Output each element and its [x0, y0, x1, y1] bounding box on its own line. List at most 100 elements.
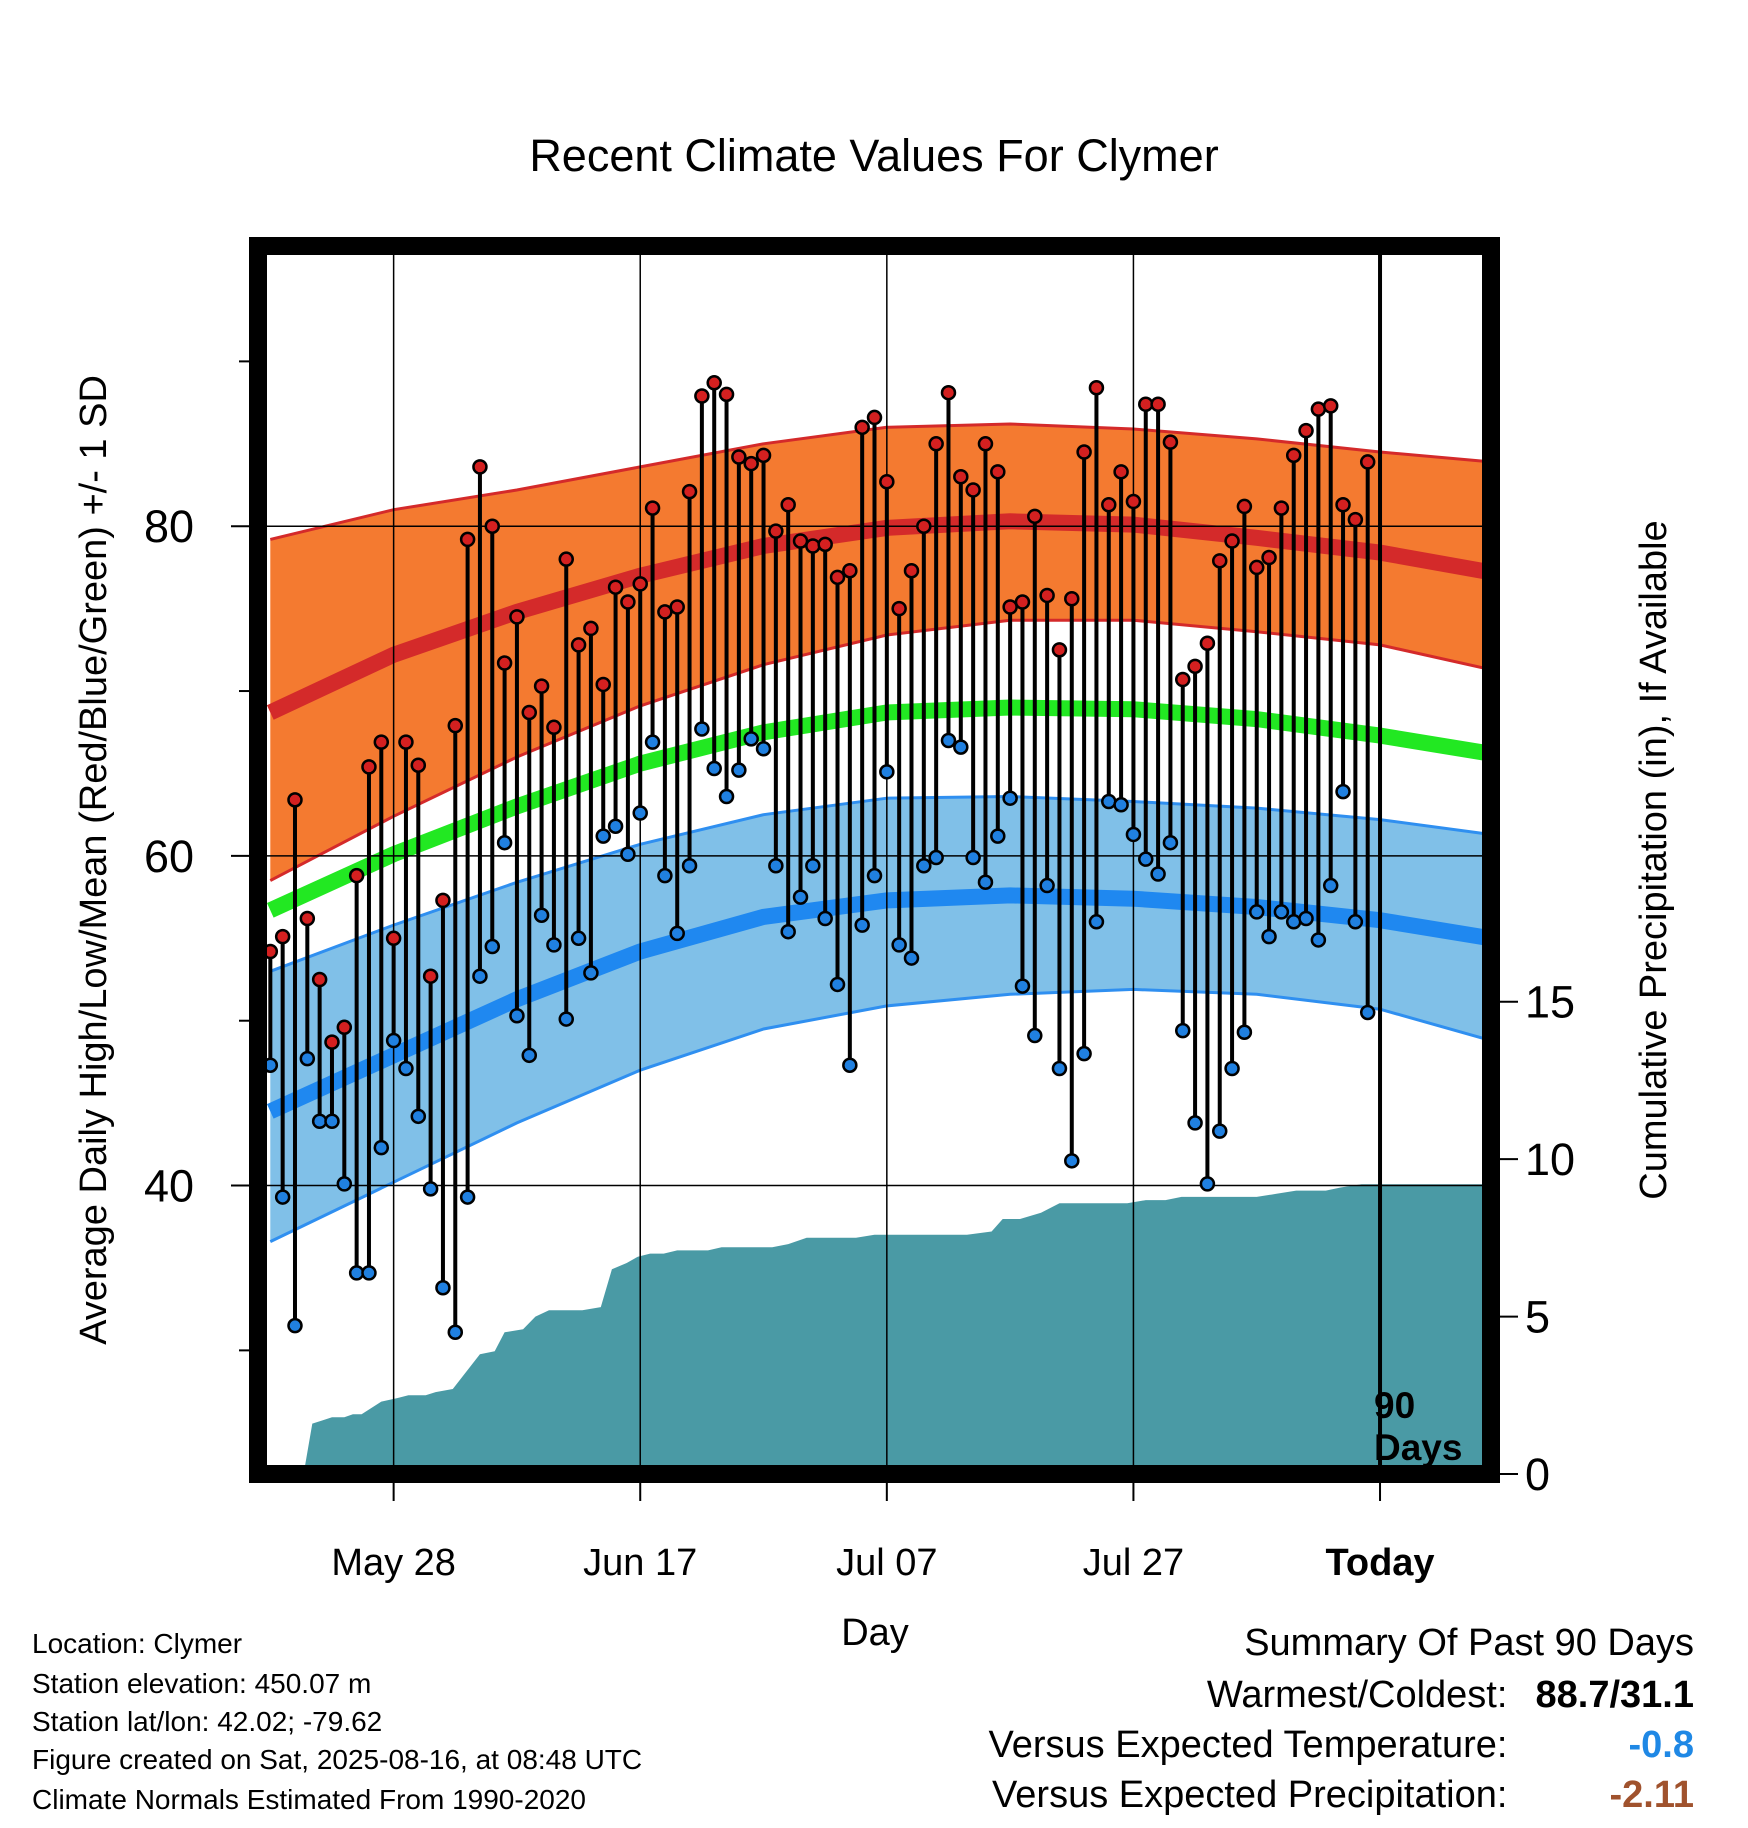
low-point — [1175, 1022, 1191, 1039]
high-point — [1138, 396, 1154, 412]
high-point — [953, 469, 969, 485]
low-point — [422, 1181, 439, 1197]
low-point — [324, 1113, 340, 1130]
x-tick-label: Jul 07 — [836, 1542, 937, 1584]
high-point — [842, 562, 858, 579]
low-point — [533, 907, 550, 923]
high-point — [879, 473, 895, 490]
low-point — [521, 1047, 538, 1064]
high-point — [570, 637, 587, 653]
low-point — [1199, 1176, 1216, 1192]
high-point — [311, 971, 328, 988]
high-point — [287, 792, 303, 808]
low-point — [990, 828, 1006, 844]
y2-tick-label: 0 — [1525, 1449, 1550, 1500]
low-point — [854, 917, 870, 933]
high-point — [1162, 434, 1179, 450]
high-point — [1359, 454, 1376, 470]
low-point — [435, 1279, 451, 1296]
high-point — [1125, 493, 1142, 510]
high-point — [780, 497, 796, 513]
low-point — [1211, 1123, 1228, 1139]
high-point — [1175, 671, 1191, 688]
cumulative-precip-fill — [303, 1184, 1491, 1474]
precipitation-area — [303, 1184, 1491, 1474]
low-point — [1322, 877, 1339, 894]
elevation-label: Station elevation: 450.07 m — [32, 1668, 372, 1699]
high-point — [1002, 599, 1018, 615]
summary-temp: Versus Expected Temperature: -0.8 — [989, 1724, 1694, 1767]
high-point — [533, 678, 550, 694]
high-point — [1101, 497, 1117, 513]
low-point — [866, 867, 883, 884]
plot-frame — [249, 237, 1500, 1483]
x-tick-label: Today — [1325, 1542, 1434, 1584]
low-point — [1335, 783, 1351, 800]
y-tick-label: 60 — [144, 831, 194, 882]
low-point — [1273, 904, 1290, 920]
high-point — [1064, 590, 1080, 607]
high-point — [940, 384, 957, 401]
low-point — [385, 1032, 402, 1049]
axis-ticks: May 28 Jun 17 Jul 07 Jul 27 Today 40 60 80 0 5 10 1… — [144, 360, 1575, 1584]
low-point — [496, 834, 513, 851]
high-point — [1335, 497, 1351, 513]
low-point — [1101, 793, 1117, 810]
y-tick-label: 40 — [144, 1161, 194, 1212]
low-point — [1310, 932, 1327, 948]
low-point — [669, 925, 685, 942]
high-point — [903, 562, 920, 579]
high-point — [644, 500, 661, 516]
low-point — [1162, 834, 1179, 851]
low-point — [1224, 1060, 1240, 1077]
y2-tick-label: 15 — [1525, 977, 1575, 1028]
low-point — [558, 1011, 574, 1027]
high-point — [336, 1019, 353, 1036]
low-point — [706, 760, 722, 777]
high-point — [447, 717, 464, 734]
low-point — [1150, 866, 1166, 882]
high-point — [1211, 553, 1228, 569]
low-point — [780, 923, 796, 940]
precip-label: Versus Expected Precipitation: — [992, 1774, 1508, 1816]
high-point — [546, 719, 562, 736]
high-point — [1113, 464, 1129, 480]
high-point — [657, 604, 673, 620]
summary-warm-cold: Warmest/Coldest: 88.7/31.1 — [1207, 1674, 1694, 1717]
low-point — [373, 1139, 390, 1156]
high-point — [1088, 380, 1105, 396]
low-point — [287, 1317, 303, 1334]
low-point — [410, 1108, 427, 1125]
high-point — [817, 536, 833, 553]
low-point — [336, 1176, 353, 1192]
low-point — [1064, 1153, 1080, 1169]
high-point — [632, 576, 648, 592]
low-point — [842, 1057, 858, 1073]
high-point — [965, 482, 981, 498]
low-point — [509, 1008, 525, 1024]
low-point — [977, 874, 994, 891]
high-point — [1310, 401, 1327, 417]
high-point — [459, 531, 476, 548]
high-point — [1150, 396, 1166, 412]
low-point — [361, 1265, 377, 1281]
low-point — [632, 805, 648, 821]
latlon-label: Station lat/lon: 42.02; -79.62 — [32, 1706, 383, 1737]
high-point — [1261, 549, 1277, 566]
low-point — [657, 867, 673, 884]
high-point — [829, 569, 846, 586]
high-point — [681, 483, 698, 500]
normals-label: Climate Normals Estimated From 1990-2020 — [32, 1784, 586, 1815]
low-point — [953, 739, 969, 755]
low-point — [459, 1189, 476, 1205]
warm-cold-label: Warmest/Coldest: — [1206, 1674, 1508, 1716]
low-point — [1298, 910, 1314, 927]
low-point — [583, 965, 599, 981]
high-point — [385, 930, 402, 947]
low-point — [1051, 1060, 1068, 1077]
low-point — [595, 828, 611, 844]
high-point — [792, 533, 809, 549]
low-point — [681, 858, 698, 874]
created-label: Figure created on Sat, 2025-08-16, at 08… — [32, 1744, 643, 1775]
